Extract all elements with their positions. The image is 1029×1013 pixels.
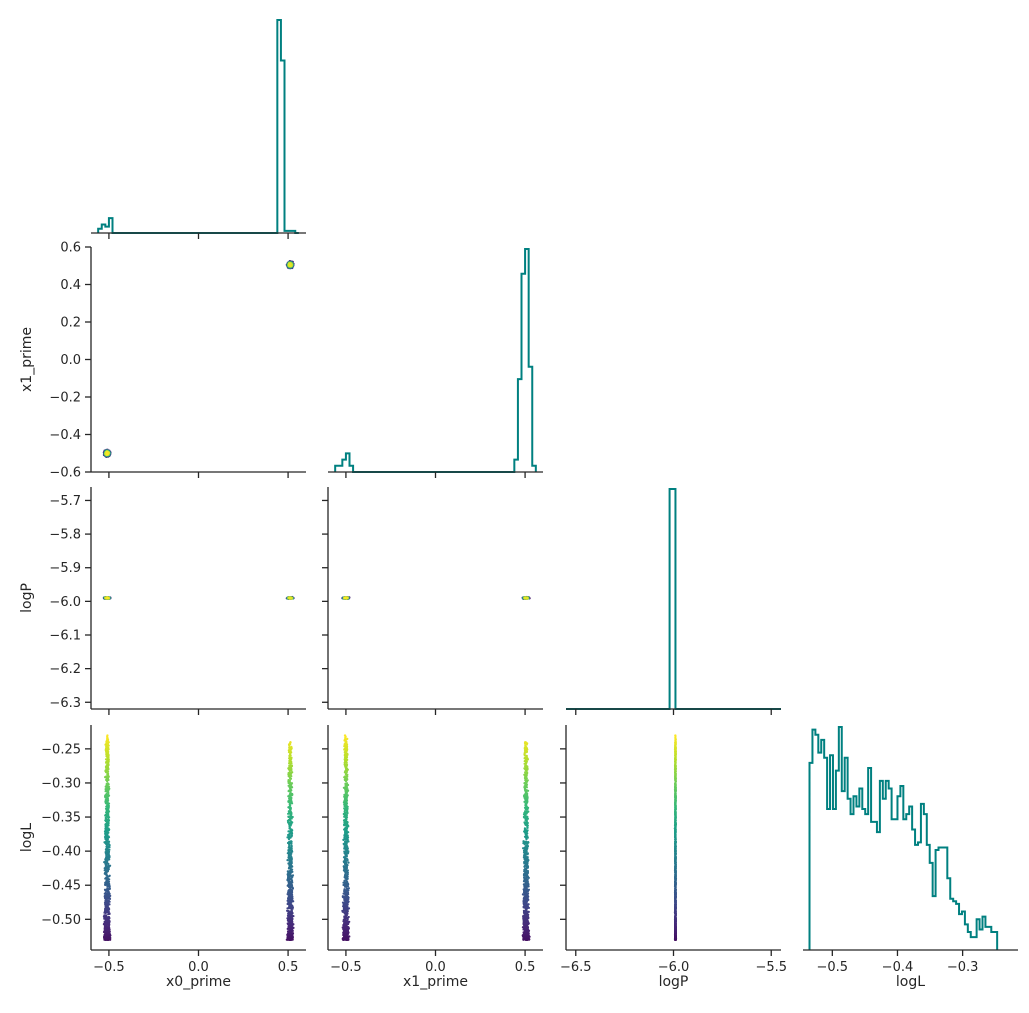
scatter-point bbox=[289, 597, 292, 600]
histogram-x0_prime bbox=[97, 19, 299, 234]
scatter-point bbox=[289, 264, 292, 267]
scatter-x0-x1-points bbox=[102, 260, 295, 458]
histogram-x1_prime bbox=[334, 248, 537, 473]
scatter-x1-logP-points bbox=[341, 595, 531, 601]
scatter-point bbox=[106, 452, 109, 456]
scatter-point bbox=[106, 597, 109, 600]
histogram-logL bbox=[808, 726, 999, 950]
scatter-x0-logP-points bbox=[102, 595, 295, 601]
histogram-logP bbox=[566, 488, 781, 710]
